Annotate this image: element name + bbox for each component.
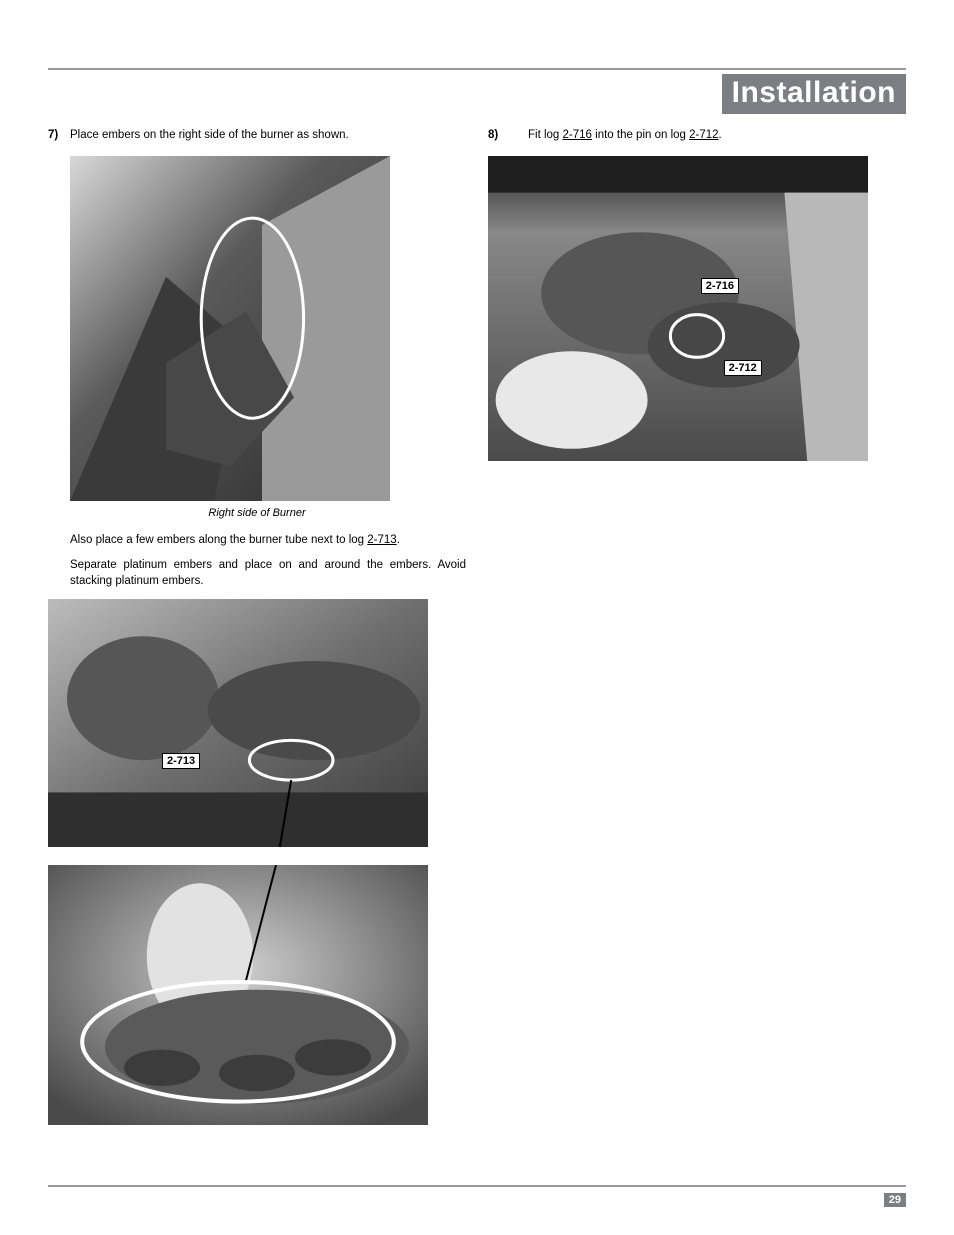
step-8: 8) Fit log 2-716 into the pin on log 2-7…: [488, 128, 906, 144]
column-left: 7) Place embers on the right side of the…: [48, 128, 466, 1125]
figure-burner-caption: Right side of Burner: [48, 507, 466, 519]
figure-burner-overlay: [70, 156, 390, 501]
page-title-banner: Installation: [722, 74, 906, 114]
content-area: 7) Place embers on the right side of the…: [48, 128, 906, 1175]
label-2-713: 2-713: [162, 753, 200, 769]
figure-ember-closeup: [48, 865, 428, 1125]
step-7-text: Place embers on the right side of the bu…: [70, 128, 466, 144]
figure-logs-overlay: [48, 599, 428, 847]
step-7: 7) Place embers on the right side of the…: [48, 128, 466, 144]
label-2-712: 2-712: [724, 360, 762, 376]
figure-ember-overlay: [48, 865, 428, 1125]
para-burner-tube-pre: Also place a few embers along the burner…: [70, 534, 367, 546]
step-8-post: .: [719, 129, 722, 141]
log-ref-2-716: 2-716: [563, 129, 592, 141]
figure-fit-log-overlay: [488, 156, 868, 461]
label-2-716: 2-716: [701, 278, 739, 294]
step-8-mid: into the pin on log: [592, 129, 689, 141]
figure-fit-log: 2-716 2-712: [488, 156, 868, 461]
log-ref-2-713: 2-713: [367, 534, 396, 546]
para-burner-tube-post: .: [397, 534, 400, 546]
para-burner-tube: Also place a few embers along the burner…: [70, 533, 466, 549]
para-platinum-embers: Separate platinum embers and place on an…: [70, 558, 466, 589]
page-number: 29: [884, 1193, 906, 1207]
top-rule: [48, 68, 906, 70]
bottom-rule: [48, 1185, 906, 1187]
column-right: 8) Fit log 2-716 into the pin on log 2-7…: [488, 128, 906, 461]
step-7-number: 7): [48, 128, 70, 144]
step-8-pre: Fit log: [528, 129, 563, 141]
step-8-text: Fit log 2-716 into the pin on log 2-712.: [528, 128, 906, 144]
step-8-number: 8): [488, 128, 528, 144]
page: Installation 7) Place embers on the righ…: [0, 0, 954, 1235]
log-ref-2-712: 2-712: [689, 129, 718, 141]
figure-logs-2-713: 2-713: [48, 599, 428, 847]
figure-burner-right-side: [70, 156, 390, 501]
